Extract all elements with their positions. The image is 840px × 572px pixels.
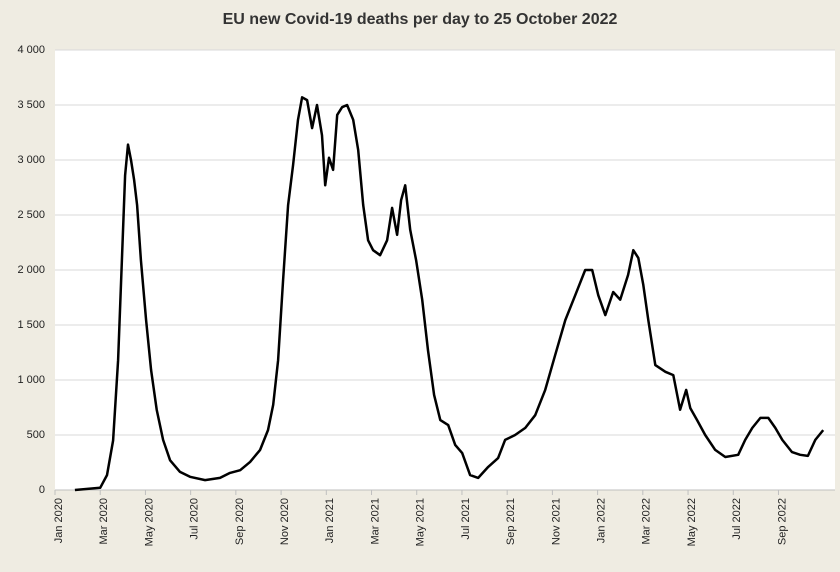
y-tick-label: 1 000 [17,374,45,386]
y-tick-label: 3 000 [17,154,45,166]
y-tick-label: 2 000 [17,264,45,276]
x-tick-label: May 2021 [415,498,427,546]
x-tick-label: Nov 2020 [279,498,291,545]
data-line [74,96,825,492]
x-tick-label: Mar 2020 [98,498,110,544]
x-tick-label: Sep 2020 [234,498,246,545]
y-tick-label: 500 [27,429,45,441]
x-tick-label: Jan 2022 [596,498,608,543]
x-tick-label: Jan 2020 [53,498,65,543]
y-tick-label: 1 500 [17,319,45,331]
x-tick-label: Mar 2022 [641,498,653,544]
x-tick-label: Jul 2021 [460,498,472,540]
y-tick-label: 2 500 [17,209,45,221]
chart-title: EU new Covid-19 deaths per day to 25 Oct… [223,11,618,28]
y-tick-label: 4 000 [17,44,45,56]
x-tick-label: Mar 2021 [369,498,381,544]
x-tick-label: Jul 2022 [731,498,743,540]
x-tick-label: Sep 2022 [776,498,788,545]
x-tick-label: Jul 2020 [189,498,201,540]
y-tick-label: 0 [39,484,45,496]
y-tick-label: 3 500 [17,99,45,111]
x-tick-label: Jan 2021 [324,498,336,543]
x-tick-label: May 2022 [686,498,698,546]
x-tick-label: Sep 2021 [505,498,517,545]
x-tick-label: May 2020 [143,498,155,546]
x-tick-label: Nov 2021 [550,498,562,545]
